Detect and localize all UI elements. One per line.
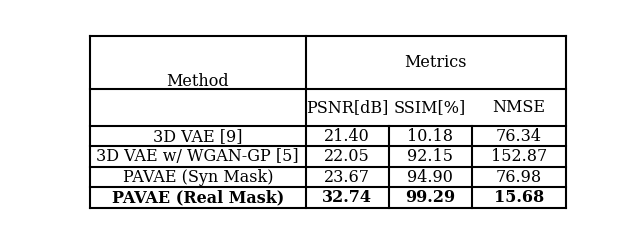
Text: 76.98: 76.98 [496, 169, 542, 186]
Text: 32.74: 32.74 [322, 189, 372, 206]
Text: NMSE: NMSE [492, 99, 545, 116]
Text: Method: Method [166, 73, 229, 90]
Text: 94.90: 94.90 [407, 169, 453, 186]
Text: PSNR[dB]: PSNR[dB] [306, 99, 388, 116]
Text: 152.87: 152.87 [491, 148, 547, 165]
Text: 3D VAE [9]: 3D VAE [9] [153, 128, 243, 145]
Text: SSIM[%]: SSIM[%] [394, 99, 467, 116]
Text: 3D VAE w/ WGAN-GP [5]: 3D VAE w/ WGAN-GP [5] [97, 148, 299, 165]
Text: 23.67: 23.67 [324, 169, 370, 186]
Text: 92.15: 92.15 [407, 148, 453, 165]
Text: PAVAE (Syn Mask): PAVAE (Syn Mask) [122, 169, 273, 186]
Text: 22.05: 22.05 [324, 148, 370, 165]
Text: 76.34: 76.34 [496, 128, 542, 145]
Text: Metrics: Metrics [404, 54, 467, 71]
Text: 15.68: 15.68 [494, 189, 544, 206]
Text: 10.18: 10.18 [407, 128, 453, 145]
Text: PAVAE (Real Mask): PAVAE (Real Mask) [111, 189, 284, 206]
Text: 99.29: 99.29 [405, 189, 455, 206]
Text: 21.40: 21.40 [324, 128, 370, 145]
